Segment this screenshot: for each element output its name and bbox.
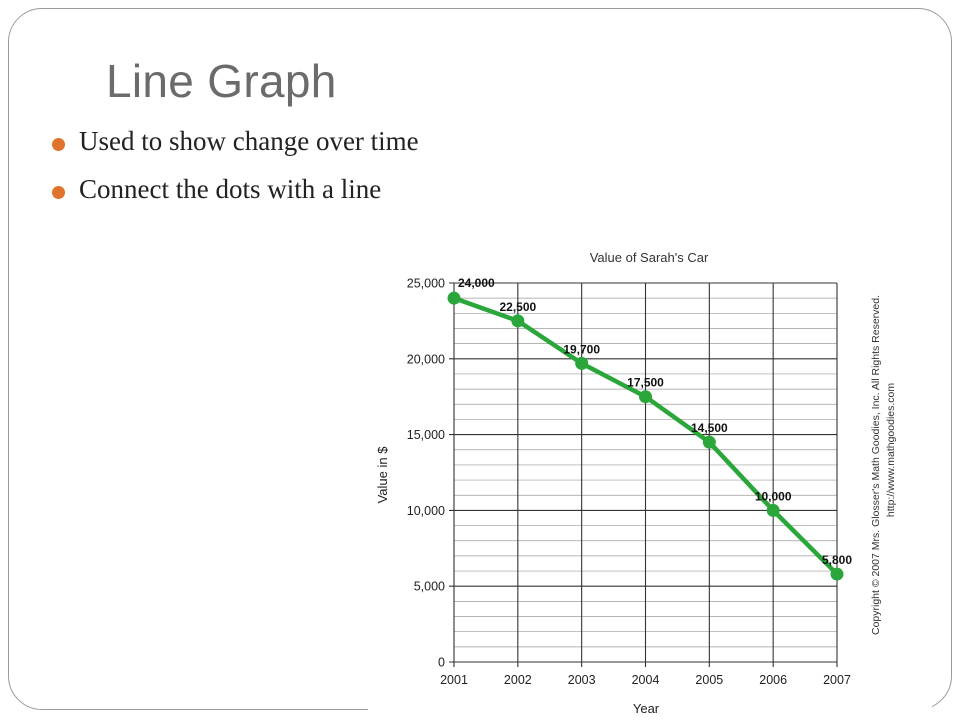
y-tick-label: 20,000 [407, 352, 445, 366]
y-tick-label: 10,000 [407, 504, 445, 518]
copyright-url: http://www.mathgoodies.com [885, 383, 897, 517]
data-point [702, 435, 716, 449]
data-label: 24,000 [458, 276, 495, 290]
data-label: 19,700 [563, 342, 600, 356]
data-point [447, 291, 461, 305]
data-label: 10,000 [755, 489, 792, 503]
x-axis-ticks: 2001 2002 2003 2004 2005 2006 2007 [440, 673, 851, 687]
data-point [766, 503, 780, 517]
x-tick-label: 2007 [823, 673, 851, 687]
y-tick-label: 15,000 [407, 428, 445, 442]
data-label: 5,800 [822, 553, 852, 567]
data-label: 22,500 [499, 300, 536, 314]
bullet-text: Connect the dots with a line [79, 174, 382, 204]
bullet-text: Used to show change over time [79, 126, 419, 156]
data-point [511, 314, 525, 328]
major-gridlines [449, 282, 838, 667]
x-tick-label: 2003 [568, 673, 596, 687]
bullet-dot-icon [52, 138, 65, 151]
line-chart: Value of Sarah's Car 0 5,000 10,000 15,000 2… [368, 240, 932, 718]
data-label-group: 24,000 22,500 19,700 17,500 14,500 10,000 5,80… [458, 276, 852, 567]
x-tick-label: 2004 [632, 673, 660, 687]
x-tick-label: 2005 [695, 673, 723, 687]
x-axis-label: Year [633, 701, 660, 716]
bullet-item: Connect the dots with a line [48, 174, 419, 222]
data-label: 17,500 [627, 376, 664, 390]
data-point [575, 356, 589, 370]
data-point [830, 567, 844, 581]
slide-title: Line Graph [106, 55, 337, 107]
copyright-text: Copyright © 2007 Mrs. Glosser's Math Goo… [870, 295, 882, 635]
bullet-dot-icon [52, 186, 65, 199]
data-point [639, 390, 652, 404]
series-line-group [447, 291, 844, 581]
x-tick-label: 2006 [759, 673, 787, 687]
y-axis-label: Value in $ [375, 446, 390, 504]
y-tick-label: 25,000 [407, 277, 445, 291]
chart-title: Value of Sarah's Car [590, 250, 709, 265]
y-axis-ticks: 0 5,000 10,000 15,000 20,000 25,000 [407, 277, 445, 670]
bullet-item: Used to show change over time [48, 126, 419, 174]
y-tick-label: 5,000 [414, 580, 445, 594]
x-tick-label: 2002 [504, 673, 532, 687]
data-label: 14,500 [691, 421, 728, 435]
bullet-list: Used to show change over time Connect th… [48, 126, 419, 222]
x-tick-label: 2001 [440, 673, 468, 687]
y-tick-label: 0 [438, 656, 445, 670]
